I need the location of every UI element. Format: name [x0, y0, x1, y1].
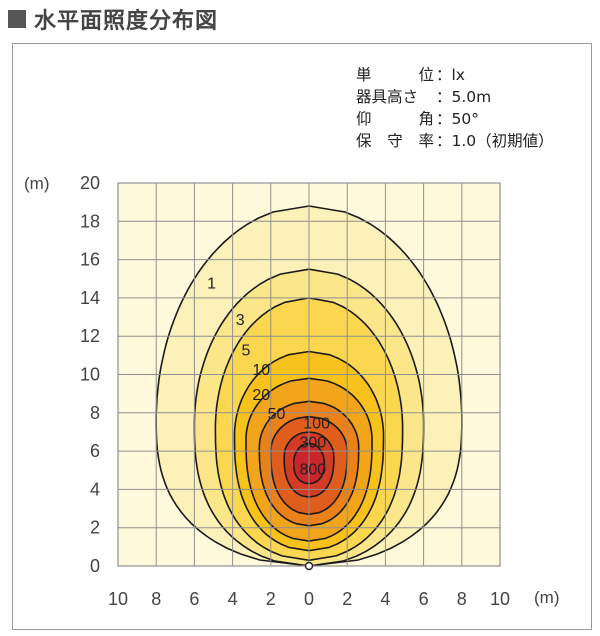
title-square-icon — [8, 10, 26, 28]
contour-label: 100 — [303, 416, 330, 433]
y-axis-unit: (m) — [24, 174, 49, 193]
x-tick-label: 8 — [457, 589, 467, 609]
x-tick-label: 6 — [189, 589, 199, 609]
y-tick-label: 14 — [80, 288, 100, 308]
spec-row: 単位：lx — [356, 64, 554, 86]
spec-value: ：1.0（初期値） — [436, 132, 554, 150]
x-tick-label: 10 — [490, 589, 510, 609]
y-tick-label: 18 — [80, 211, 100, 231]
contour-label: 3 — [236, 312, 245, 329]
y-tick-label: 20 — [80, 173, 100, 193]
spec-label: 仰角 — [356, 110, 434, 128]
x-tick-label: 4 — [380, 589, 390, 609]
y-tick-label: 16 — [80, 250, 100, 270]
spec-row: 仰角：50° — [356, 108, 554, 130]
fixture-marker — [304, 561, 314, 571]
x-tick-label: 6 — [419, 589, 429, 609]
spec-value: ：50° — [436, 110, 479, 128]
title-text: 水平面照度分布図 — [34, 9, 219, 34]
spec-label: 単位 — [356, 66, 434, 84]
contour-label: 1 — [207, 276, 216, 293]
contour-label: 20 — [252, 387, 270, 404]
x-tick-label: 4 — [228, 589, 238, 609]
x-tick-label: 8 — [151, 589, 161, 609]
y-tick-label: 12 — [80, 326, 100, 346]
contour-label: 50 — [268, 406, 286, 423]
spec-value: ：lx — [436, 66, 465, 84]
contour-label: 10 — [252, 362, 270, 379]
x-tick-label: 2 — [342, 589, 352, 609]
spec-label: 器具高さ — [356, 88, 419, 106]
x-tick-label: 10 — [108, 589, 128, 609]
contour-label: 800 — [299, 461, 326, 478]
y-tick-label: 6 — [90, 441, 100, 461]
spec-value: ：5.0m — [436, 88, 492, 106]
y-tick-label: 10 — [80, 365, 100, 385]
y-tick-label: 4 — [90, 479, 100, 499]
x-axis-unit: (m) — [534, 588, 559, 607]
y-tick-label: 2 — [90, 518, 100, 538]
chart-frame — [12, 43, 592, 630]
spec-table: 単位：lx 器具高さ ：5.0m 仰角：50° 保守率：1.0（初期値） — [356, 64, 554, 152]
contour-label: 300 — [299, 435, 326, 452]
x-tick-label: 2 — [266, 589, 276, 609]
spec-label: 保守率 — [356, 132, 434, 150]
figure-title: 水平面照度分布図 — [8, 4, 218, 34]
y-tick-label: 8 — [90, 403, 100, 423]
contour-label: 5 — [242, 343, 251, 360]
y-tick-label: 0 — [90, 556, 100, 576]
spec-row: 保守率：1.0（初期値） — [356, 130, 554, 152]
x-tick-label: 0 — [304, 589, 314, 609]
spec-row: 器具高さ ：5.0m — [356, 86, 554, 108]
